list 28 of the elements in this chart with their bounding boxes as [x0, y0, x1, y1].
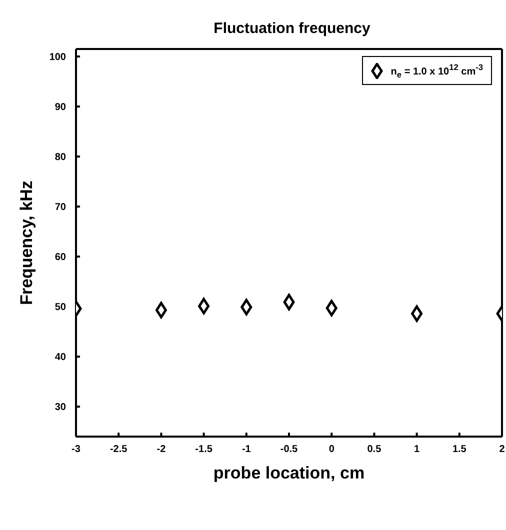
y-tick-label: 100 [49, 52, 66, 64]
y-tick-label: 30 [54, 402, 66, 414]
x-axis-title: probe location, cm [213, 464, 365, 483]
x-tick-label: -2 [156, 444, 166, 455]
point [326, 300, 338, 316]
y-tick-label: 70 [54, 202, 66, 214]
point [283, 294, 295, 310]
chart-title: Fluctuation frequency [212, 20, 372, 37]
x-tick-label: 1.5 [452, 444, 467, 455]
legend-label: n$_{e}$ = 1.0 x 10$^{12}$ cm$^{-3}$ [390, 62, 483, 80]
y-tick-label: 50 [54, 302, 66, 314]
x-tick-label: 1 [414, 444, 420, 455]
x-tick-label: 0 [328, 444, 335, 455]
y-axis-title: Frequency, kHz [17, 180, 36, 306]
x-tick-label: 0.5 [367, 444, 382, 455]
x-tick-label: -3 [72, 444, 81, 455]
x-tick-label: -2.5 [110, 444, 128, 455]
x-tick-label: -1 [242, 444, 252, 455]
y-tick-label: 90 [54, 102, 66, 114]
point [240, 298, 252, 316]
y-tick-label: 40 [54, 352, 66, 364]
y-tick-label: 60 [54, 252, 66, 264]
x-tick-label: -0.5 [280, 444, 298, 455]
point [155, 302, 167, 318]
x-tick-label: 2 [499, 444, 506, 455]
y-tick-label: 80 [54, 152, 66, 164]
point [198, 298, 210, 314]
x-tick-label: -1.5 [195, 444, 213, 455]
